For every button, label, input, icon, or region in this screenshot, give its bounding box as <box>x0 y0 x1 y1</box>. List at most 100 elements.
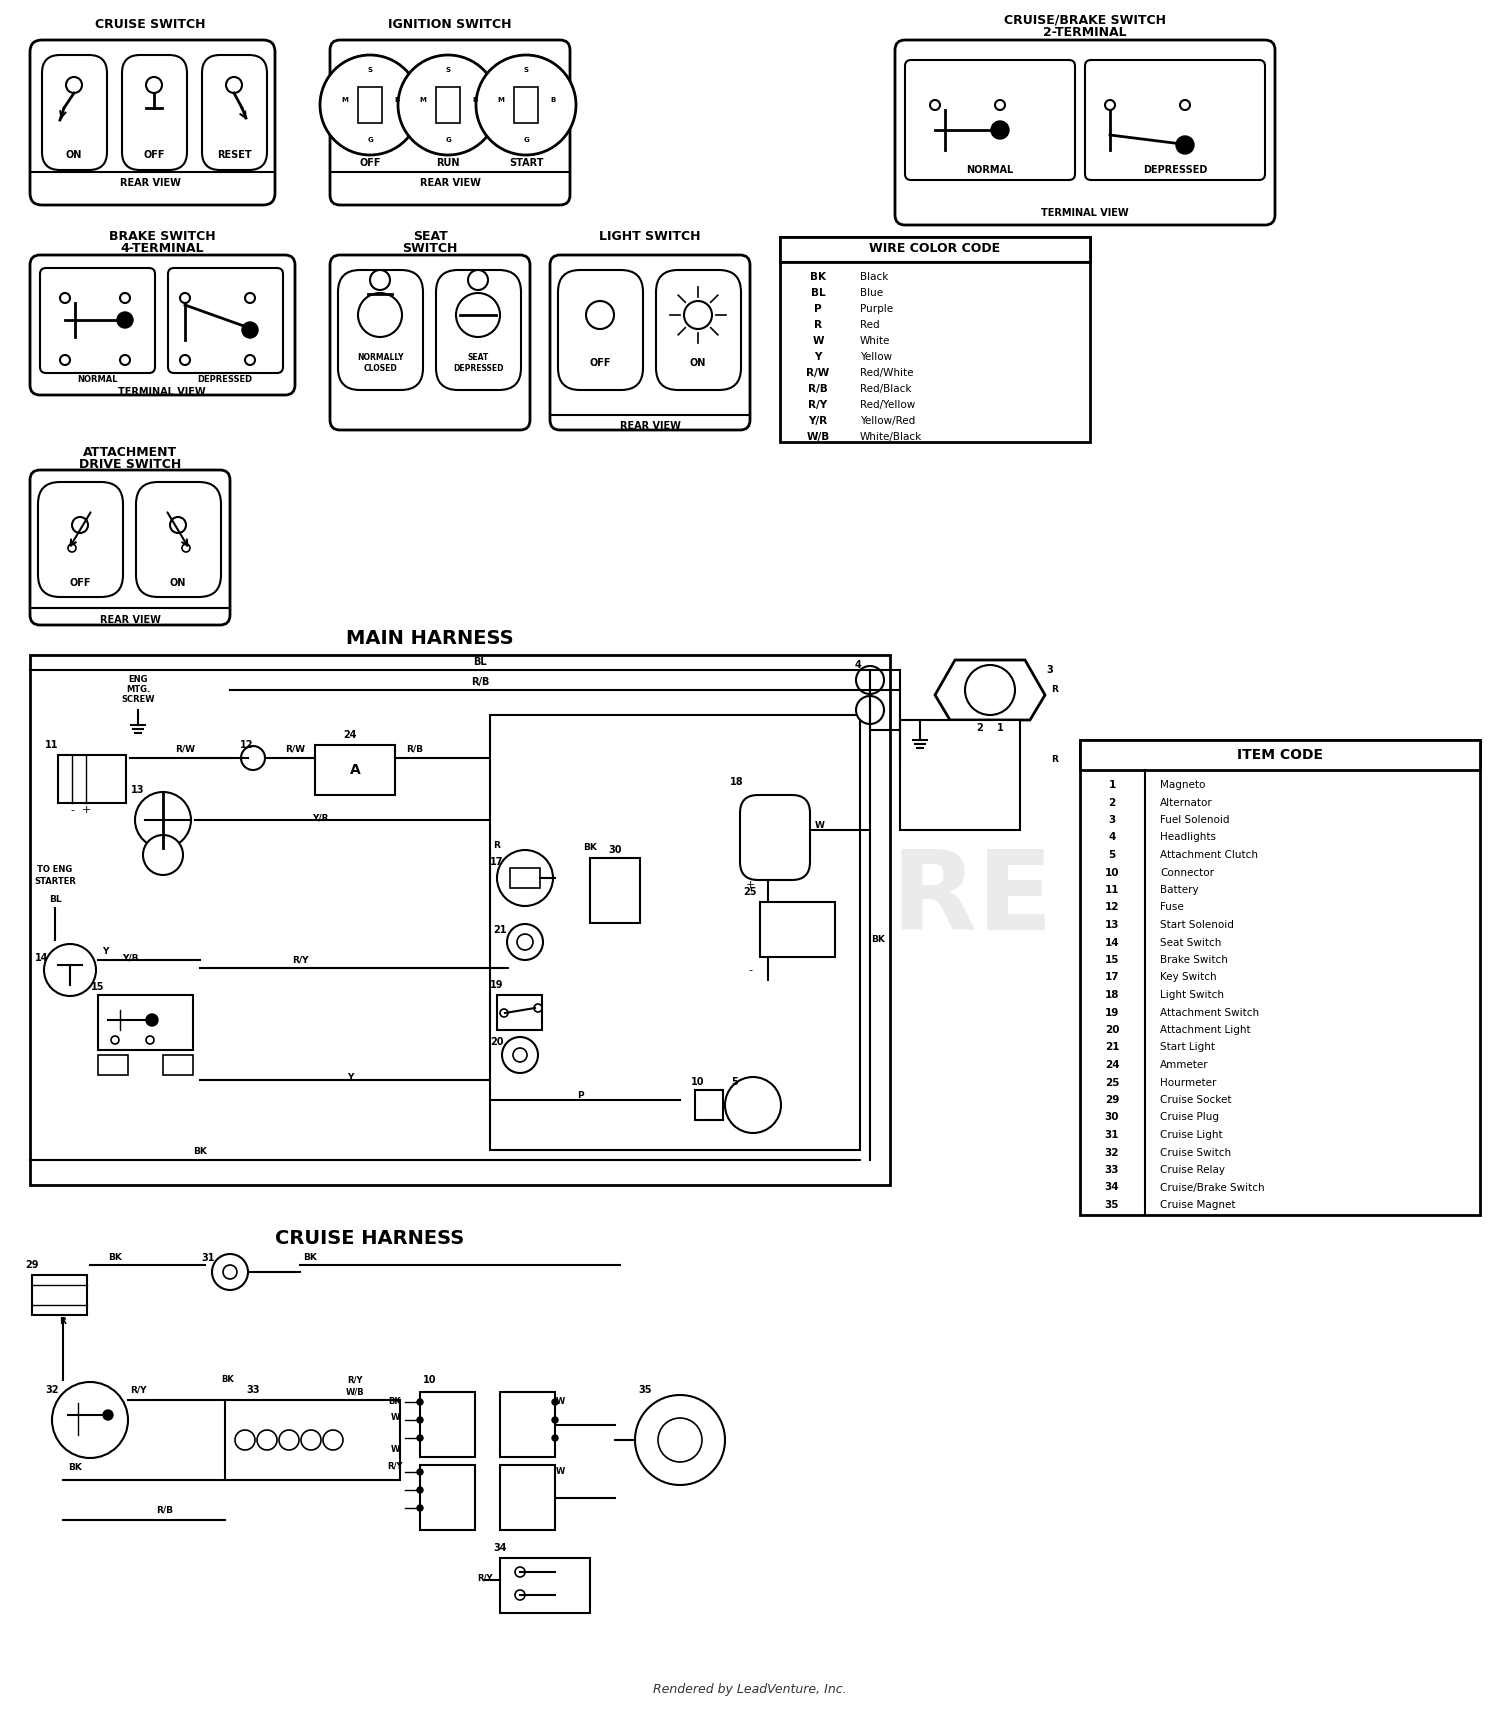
Text: ENG: ENG <box>128 676 147 685</box>
Text: BK: BK <box>194 1147 207 1156</box>
Text: G: G <box>368 138 374 143</box>
Text: Cruise Switch: Cruise Switch <box>1160 1147 1232 1158</box>
Text: R: R <box>1052 755 1059 764</box>
Bar <box>98 994 194 1049</box>
Text: Cruise/Brake Switch: Cruise/Brake Switch <box>1160 1183 1264 1192</box>
Text: Seat Switch: Seat Switch <box>1160 937 1221 948</box>
Text: 29: 29 <box>26 1261 39 1269</box>
Text: 5: 5 <box>732 1077 738 1087</box>
Text: 12: 12 <box>1104 903 1119 913</box>
Text: W/B: W/B <box>345 1388 364 1397</box>
Text: BK: BK <box>388 1397 402 1407</box>
Bar <box>500 1465 555 1531</box>
Text: REAR VIEW: REAR VIEW <box>420 177 480 187</box>
Circle shape <box>552 1434 558 1441</box>
Circle shape <box>634 1395 724 1484</box>
Polygon shape <box>934 660 1046 721</box>
Text: TO ENG: TO ENG <box>38 865 72 874</box>
Text: Key Switch: Key Switch <box>1160 972 1216 982</box>
Bar <box>164 1054 194 1075</box>
Text: 11: 11 <box>1104 886 1119 894</box>
FancyBboxPatch shape <box>330 255 530 430</box>
Text: ON: ON <box>690 358 706 368</box>
Text: W: W <box>815 820 825 829</box>
Text: 18: 18 <box>730 777 744 788</box>
Text: ITEM CODE: ITEM CODE <box>1238 748 1323 762</box>
Bar <box>900 721 1020 831</box>
Text: BK: BK <box>222 1376 234 1385</box>
Circle shape <box>146 77 162 93</box>
Circle shape <box>586 301 613 329</box>
FancyBboxPatch shape <box>38 482 123 597</box>
Text: IGNITION SWITCH: IGNITION SWITCH <box>388 19 512 31</box>
Text: W: W <box>813 335 824 346</box>
FancyBboxPatch shape <box>40 268 154 373</box>
Text: Y: Y <box>815 353 822 361</box>
Text: Yellow: Yellow <box>859 353 892 361</box>
Text: White/Black: White/Black <box>859 432 922 442</box>
Text: +: + <box>81 805 90 815</box>
Text: Red: Red <box>859 320 879 330</box>
FancyBboxPatch shape <box>30 255 296 396</box>
Text: 12: 12 <box>240 740 254 750</box>
Text: R/Y: R/Y <box>387 1462 402 1471</box>
Text: 17: 17 <box>1104 972 1119 982</box>
Text: 4: 4 <box>855 660 861 671</box>
Text: W: W <box>390 1445 399 1455</box>
Text: 19: 19 <box>490 980 504 991</box>
Circle shape <box>236 1429 255 1450</box>
Circle shape <box>68 544 76 552</box>
Text: 15: 15 <box>1104 955 1119 965</box>
Text: Alternator: Alternator <box>1160 798 1212 807</box>
Text: BK: BK <box>871 936 885 944</box>
Bar <box>315 745 394 795</box>
Bar <box>500 1391 555 1457</box>
Text: ON: ON <box>170 578 186 588</box>
Text: RESET: RESET <box>216 150 252 160</box>
Text: Red/White: Red/White <box>859 368 913 378</box>
Bar <box>1080 740 1480 771</box>
Text: Battery: Battery <box>1160 886 1198 894</box>
Text: CRUISE/BRAKE SWITCH: CRUISE/BRAKE SWITCH <box>1004 14 1166 26</box>
Text: R: R <box>1052 686 1059 695</box>
Text: -: - <box>70 805 74 815</box>
Text: 32: 32 <box>45 1385 58 1395</box>
Text: Y: Y <box>102 948 108 956</box>
Text: Yellow/Red: Yellow/Red <box>859 416 915 427</box>
Circle shape <box>398 55 498 155</box>
Text: W: W <box>555 1467 564 1476</box>
Bar <box>358 88 382 124</box>
Text: 24: 24 <box>344 729 357 740</box>
Text: Brake Switch: Brake Switch <box>1160 955 1228 965</box>
Circle shape <box>211 1254 248 1290</box>
Circle shape <box>146 1015 158 1027</box>
Text: OFF: OFF <box>590 358 610 368</box>
Circle shape <box>117 311 134 329</box>
Text: 25: 25 <box>1104 1077 1119 1087</box>
Text: R/B: R/B <box>156 1505 174 1515</box>
Text: 35: 35 <box>639 1385 651 1395</box>
Text: 35: 35 <box>1104 1201 1119 1209</box>
Circle shape <box>370 270 390 291</box>
Text: 34: 34 <box>1104 1183 1119 1192</box>
Text: Y: Y <box>346 1073 352 1082</box>
Text: 11: 11 <box>45 740 58 750</box>
Text: BK: BK <box>810 272 826 282</box>
Bar <box>225 1400 400 1479</box>
Bar <box>514 88 538 124</box>
Text: B: B <box>472 96 477 103</box>
Circle shape <box>856 666 883 693</box>
Text: 33: 33 <box>246 1385 259 1395</box>
Circle shape <box>120 292 130 303</box>
Text: 13: 13 <box>1104 920 1119 931</box>
Text: SEAT
DEPRESSED: SEAT DEPRESSED <box>453 353 503 373</box>
Text: 32: 32 <box>1104 1147 1119 1158</box>
Text: Start Light: Start Light <box>1160 1042 1215 1053</box>
Bar <box>420 1465 476 1531</box>
Text: M: M <box>498 96 504 103</box>
Text: Black: Black <box>859 272 888 282</box>
Circle shape <box>226 77 242 93</box>
Text: Y/B: Y/B <box>122 953 138 963</box>
Text: REAR VIEW: REAR VIEW <box>120 177 180 187</box>
Text: 5: 5 <box>1108 850 1116 860</box>
